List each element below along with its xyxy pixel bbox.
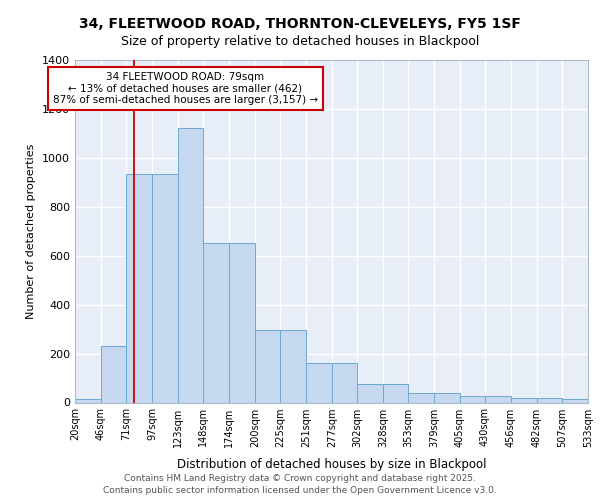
Bar — [485, 396, 511, 402]
X-axis label: Distribution of detached houses by size in Blackpool: Distribution of detached houses by size … — [177, 458, 486, 471]
Text: 34 FLEETWOOD ROAD: 79sqm
← 13% of detached houses are smaller (462)
87% of semi-: 34 FLEETWOOD ROAD: 79sqm ← 13% of detach… — [53, 72, 318, 105]
Bar — [306, 364, 332, 403]
Bar — [126, 174, 152, 402]
Bar — [203, 244, 229, 402]
Bar — [460, 396, 485, 402]
Bar — [562, 399, 588, 402]
Bar — [152, 174, 178, 402]
Bar — [229, 244, 255, 402]
Bar — [357, 384, 383, 402]
Text: Contains HM Land Registry data © Crown copyright and database right 2025.: Contains HM Land Registry data © Crown c… — [124, 474, 476, 483]
Bar — [75, 399, 101, 402]
Y-axis label: Number of detached properties: Number of detached properties — [26, 144, 37, 319]
Text: Size of property relative to detached houses in Blackpool: Size of property relative to detached ho… — [121, 35, 479, 48]
Bar — [280, 330, 306, 402]
Bar — [511, 398, 537, 402]
Bar — [255, 330, 280, 402]
Bar — [537, 398, 562, 402]
Bar — [408, 392, 434, 402]
Bar — [383, 384, 408, 402]
Text: 34, FLEETWOOD ROAD, THORNTON-CLEVELEYS, FY5 1SF: 34, FLEETWOOD ROAD, THORNTON-CLEVELEYS, … — [79, 18, 521, 32]
Bar — [332, 364, 357, 403]
Bar — [101, 346, 126, 403]
Bar — [434, 392, 460, 402]
Text: Contains public sector information licensed under the Open Government Licence v3: Contains public sector information licen… — [103, 486, 497, 495]
Bar — [178, 128, 203, 402]
